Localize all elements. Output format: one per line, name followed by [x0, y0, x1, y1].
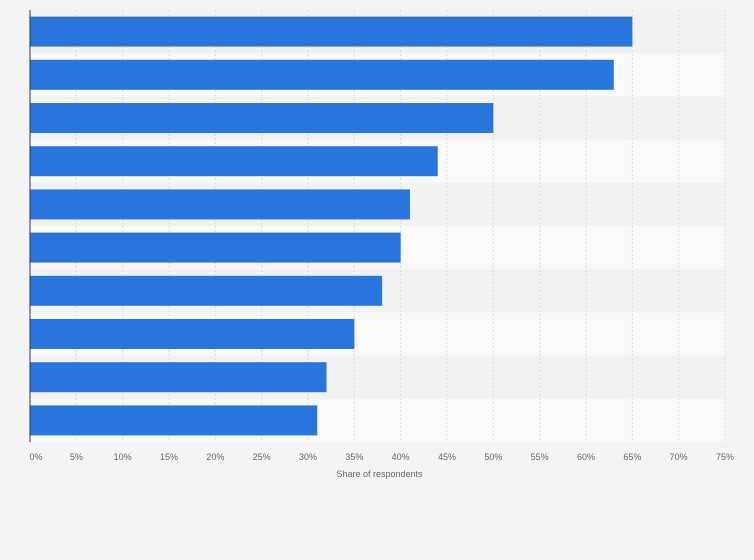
x-tick-label: 75% [716, 452, 734, 462]
x-tick-label: 65% [623, 452, 641, 462]
x-tick-label: 15% [160, 452, 178, 462]
bar[interactable] [30, 319, 355, 349]
bar[interactable] [30, 405, 318, 436]
bar[interactable] [30, 16, 633, 47]
x-tick-label: 55% [531, 452, 549, 462]
bar[interactable] [30, 59, 614, 90]
x-tick-label: 25% [253, 452, 271, 462]
x-axis-ticks: 0% 5% 10% 15% 20% 25% 30% 35% 40% 45% 50% 55% 60% 65%… [29, 452, 734, 462]
x-tick-label: 20% [206, 452, 224, 462]
bar[interactable] [30, 362, 327, 393]
x-tick-label: 40% [392, 452, 410, 462]
x-tick-label: 0% [29, 452, 42, 462]
x-axis-title: Share of respondents [336, 469, 423, 479]
bar[interactable] [30, 103, 494, 133]
bar[interactable] [30, 189, 410, 220]
x-tick-label: 70% [670, 452, 688, 462]
x-tick-label: 5% [70, 452, 83, 462]
bar[interactable] [30, 275, 383, 306]
bars [30, 16, 633, 436]
x-tick-label: 35% [345, 452, 363, 462]
x-tick-label: 10% [114, 452, 132, 462]
bar[interactable] [30, 232, 401, 263]
x-tick-label: 30% [299, 452, 317, 462]
bar[interactable] [30, 146, 438, 177]
x-tick-label: 60% [577, 452, 595, 462]
x-tick-label: 50% [484, 452, 502, 462]
x-tick-label: 45% [438, 452, 456, 462]
